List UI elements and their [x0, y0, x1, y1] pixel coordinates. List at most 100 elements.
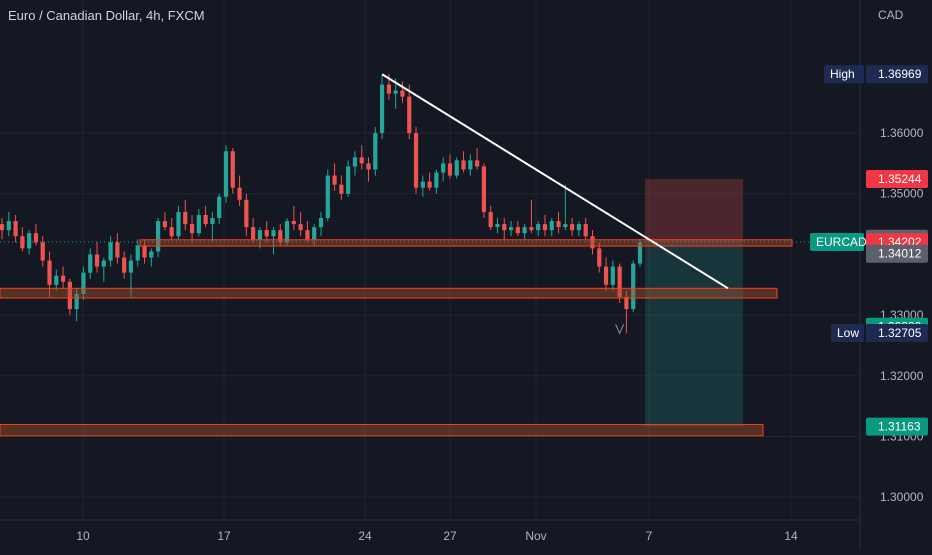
candle-body	[203, 214, 208, 225]
candle-body	[624, 296, 629, 310]
price-label-stop	[866, 169, 928, 188]
candle-body	[366, 163, 371, 170]
candle-body	[563, 224, 568, 228]
price-label-low-tag-bg	[831, 324, 864, 343]
candle-body	[610, 266, 615, 285]
price-label-current-tag: EURCAD	[816, 235, 867, 249]
candle-body	[196, 214, 201, 234]
time-tick-label: 27	[443, 529, 457, 543]
candle-body	[67, 281, 72, 310]
candle-body	[149, 251, 154, 258]
candle-body	[427, 181, 432, 188]
candle-body	[631, 263, 636, 310]
candle-body	[576, 224, 582, 231]
candle-body	[278, 230, 283, 243]
candle-body	[251, 227, 256, 240]
candle-body	[359, 157, 364, 164]
price-label-low	[866, 324, 928, 343]
candle-body	[603, 266, 609, 285]
candle-body	[142, 245, 147, 258]
candle-body	[81, 272, 86, 294]
candle-body	[461, 160, 466, 170]
candle-body	[122, 257, 127, 273]
price-label-level2-value: 1.34012	[878, 247, 922, 261]
candle-body	[400, 90, 405, 97]
price-tick-label: 1.32000	[880, 369, 924, 383]
candle-body	[156, 221, 161, 252]
candle-body	[189, 224, 195, 234]
candle-body	[135, 245, 140, 261]
candle-body	[434, 172, 439, 188]
candle-body	[20, 236, 25, 249]
candle-body	[60, 275, 66, 282]
candle-body	[74, 293, 79, 310]
support-resistance-zone	[0, 287, 778, 299]
candle-body	[237, 187, 242, 200]
candle-body	[441, 163, 446, 173]
candle-body	[88, 254, 93, 273]
price-label-high	[866, 65, 928, 84]
chart-title: Euro / Canadian Dollar, 4h, FXCM	[8, 8, 205, 23]
price-label-low-tag: Low	[837, 326, 859, 340]
candle-body	[94, 254, 100, 267]
candle-body	[183, 211, 188, 225]
price-label-level2	[866, 244, 928, 263]
price-label-current-tag-bg	[810, 232, 864, 251]
candle-body	[488, 211, 493, 228]
candle-body	[352, 157, 358, 167]
candle-body	[515, 227, 520, 234]
candle-body	[542, 224, 548, 231]
candle-body	[257, 230, 263, 240]
candle-body	[47, 260, 52, 285]
candle-body	[346, 166, 351, 194]
candle-body	[0, 224, 5, 231]
candle-body	[108, 242, 113, 261]
candle-body	[33, 233, 39, 243]
candle-body	[447, 163, 453, 176]
candle-body	[230, 151, 235, 188]
price-tick-label: 1.35000	[880, 187, 924, 201]
candle-body	[495, 224, 500, 228]
price-label-low-value: 1.32705	[878, 326, 922, 340]
candle-body	[454, 160, 459, 176]
time-tick-label: 24	[358, 529, 372, 543]
candle-body	[570, 224, 575, 231]
candle-body	[481, 166, 486, 212]
trendline	[381, 73, 729, 290]
candle-body	[318, 218, 324, 228]
candle-body	[637, 242, 643, 264]
candle-body	[54, 275, 59, 285]
price-label-target-value: 1.31163	[878, 420, 921, 434]
time-tick-label: 10	[76, 529, 90, 543]
candle-body	[502, 224, 507, 231]
candle-body	[332, 175, 337, 185]
candle-body	[305, 230, 310, 240]
candle-body	[522, 227, 527, 234]
position-stop-zone	[645, 178, 743, 243]
candle-body	[176, 211, 181, 237]
candle-body	[244, 199, 249, 228]
arrow-down-icon	[615, 324, 625, 335]
candle-body	[379, 84, 385, 134]
time-tick-label: 17	[217, 529, 231, 543]
candle-body	[407, 96, 412, 134]
candle-body	[217, 196, 222, 219]
position-target-zone	[645, 242, 743, 427]
candle-body	[312, 227, 317, 240]
candle-body	[508, 227, 514, 231]
candle-body	[617, 266, 622, 297]
price-label-high-tag: High	[830, 67, 855, 81]
candle-body	[386, 84, 391, 94]
candle-body	[556, 221, 561, 228]
candle-body	[101, 260, 106, 267]
candle-body	[393, 90, 398, 94]
candle-body	[373, 133, 378, 170]
support-resistance-zone	[0, 423, 764, 437]
candle-body	[413, 133, 419, 188]
candle-body	[529, 227, 534, 231]
candle-body	[210, 218, 215, 225]
candle-body	[284, 221, 290, 243]
